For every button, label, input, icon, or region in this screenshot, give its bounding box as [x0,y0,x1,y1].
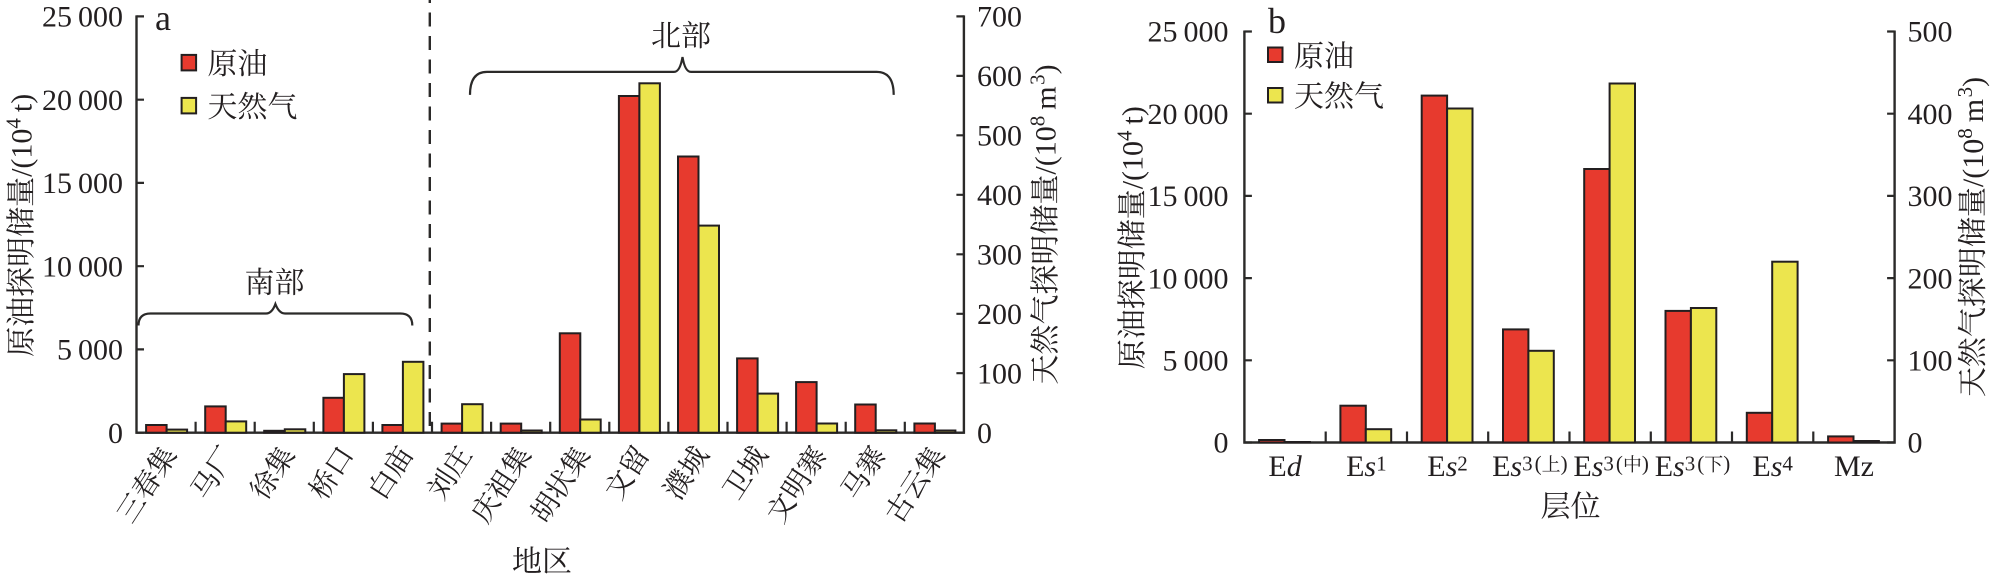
svg-text:700: 700 [977,1,1022,34]
svg-text:s: s [1592,450,1604,483]
svg-text:4: 4 [1112,130,1136,141]
svg-text:E: E [1573,450,1591,483]
svg-text:25 000: 25 000 [1147,16,1228,49]
svg-text:): ) [1029,64,1062,74]
svg-text:d: d [1287,450,1303,483]
svg-text:300: 300 [1908,180,1953,213]
svg-text:20 000: 20 000 [1147,98,1228,131]
svg-text:20 000: 20 000 [42,84,123,117]
svg-text:z: z [1861,450,1874,483]
svg-text:200: 200 [1908,262,1953,295]
svg-text:s: s [1771,450,1783,483]
svg-text:/(10: /(10 [1116,141,1149,189]
svg-text:): ) [1561,452,1568,476]
svg-text:s: s [1510,450,1522,483]
svg-text:3: 3 [1025,74,1049,85]
svg-text:25 000: 25 000 [42,1,123,34]
svg-text:300: 300 [977,239,1022,272]
svg-text:15 000: 15 000 [1147,180,1228,213]
svg-text:100: 100 [1908,345,1953,378]
svg-text:0: 0 [1214,427,1229,460]
svg-text:400: 400 [977,179,1022,212]
svg-text:2: 2 [1457,452,1468,476]
svg-text:t): t) [5,94,38,118]
svg-text:0: 0 [977,417,992,450]
svg-text:s: s [1446,450,1458,483]
svg-text:5 000: 5 000 [57,334,123,367]
svg-text:E: E [1752,450,1770,483]
svg-text:E: E [1346,450,1364,483]
svg-text:4: 4 [1,118,25,129]
svg-text:a: a [155,0,171,38]
svg-text:E: E [1268,450,1286,483]
svg-text:(: ( [1697,452,1704,476]
svg-text:): ) [1642,452,1649,476]
svg-text:): ) [1957,77,1990,87]
svg-text:s: s [1364,450,1376,483]
svg-text:): ) [1723,452,1730,476]
svg-text:s: s [1673,450,1685,483]
svg-text:1: 1 [1376,452,1387,476]
svg-text:500: 500 [1908,16,1953,49]
svg-text:600: 600 [977,60,1022,93]
svg-text:4: 4 [1782,452,1793,476]
svg-text:(: ( [1535,452,1542,476]
svg-text:/(10: /(10 [1957,139,1990,187]
svg-text:M: M [1834,450,1861,483]
svg-text:8: 8 [1953,128,1977,139]
svg-text:400: 400 [1908,98,1953,131]
svg-text:3: 3 [1603,452,1614,476]
svg-text:10 000: 10 000 [42,250,123,283]
svg-text:3: 3 [1685,452,1696,476]
svg-text:E: E [1655,450,1673,483]
svg-text:/(10: /(10 [5,129,38,177]
svg-text:m: m [1957,99,1990,128]
svg-text:m: m [1029,86,1062,115]
svg-text:5 000: 5 000 [1162,345,1228,378]
svg-text:b: b [1268,1,1286,41]
svg-text:500: 500 [977,120,1022,153]
svg-text:8: 8 [1025,116,1049,127]
svg-text:3: 3 [1953,87,1977,98]
svg-text:200: 200 [977,298,1022,331]
svg-text:/(10: /(10 [1029,126,1062,174]
svg-text:t): t) [1116,106,1149,130]
svg-text:15 000: 15 000 [42,167,123,200]
svg-text:E: E [1492,450,1510,483]
svg-text:100: 100 [977,357,1022,390]
svg-text:3: 3 [1522,452,1533,476]
svg-text:0: 0 [1908,427,1923,460]
svg-text:0: 0 [108,417,123,450]
svg-text:(: ( [1616,452,1623,476]
svg-text:10 000: 10 000 [1147,262,1228,295]
svg-text:E: E [1427,450,1445,483]
